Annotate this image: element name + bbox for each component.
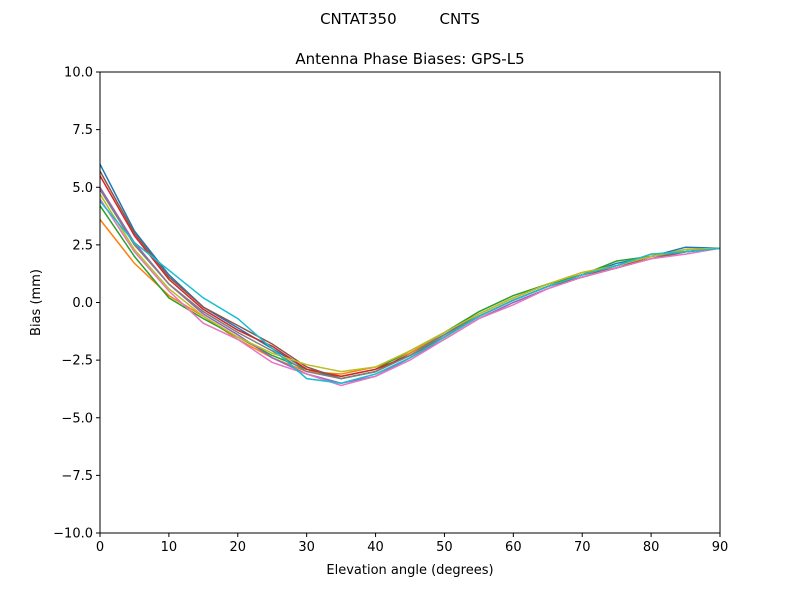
series-line-3 (99, 175, 721, 378)
series-lines (99, 163, 721, 387)
y-axis-label: Bias (mm) (29, 269, 44, 336)
y-tick-label: 2.5 (72, 238, 93, 253)
y-tick-label: −2.5 (61, 354, 93, 369)
x-tick-label: 20 (230, 540, 247, 555)
x-tick-label: 90 (712, 540, 729, 555)
chart-title: Antenna Phase Biases: GPS-L5 (295, 50, 524, 68)
x-tick-label: 30 (298, 540, 315, 555)
x-tick-label: 10 (161, 540, 178, 555)
y-tick-label: 5.0 (72, 181, 93, 196)
x-tick-label: 0 (96, 540, 104, 555)
y-tick-label: −5.0 (61, 411, 93, 426)
series-line-6 (99, 198, 721, 387)
y-tick-label: 10.0 (64, 66, 93, 81)
y-tick-label: 0.0 (72, 296, 93, 311)
y-axis: −10.0 −7.5 −5.0 −2.5 0.0 2.5 5.0 7.5 10.0 (53, 66, 100, 542)
x-tick-label: 70 (574, 540, 591, 555)
y-tick-label: −7.5 (61, 469, 93, 484)
y-tick-label: 7.5 (72, 123, 93, 138)
series-line-9 (99, 200, 721, 384)
series-line-8 (99, 193, 721, 373)
series-line-0 (99, 163, 721, 380)
x-tick-label: 40 (367, 540, 384, 555)
x-axis: 0 10 20 30 40 50 60 70 80 90 (96, 533, 728, 555)
series-line-5 (99, 170, 721, 380)
x-tick-label: 60 (505, 540, 522, 555)
x-tick-label: 80 (643, 540, 660, 555)
chart-suptitle: CNTAT350 CNTS (320, 10, 480, 28)
y-tick-label: −10.0 (53, 527, 93, 542)
x-tick-label: 50 (436, 540, 453, 555)
x-axis-label: Elevation angle (degrees) (326, 563, 493, 578)
